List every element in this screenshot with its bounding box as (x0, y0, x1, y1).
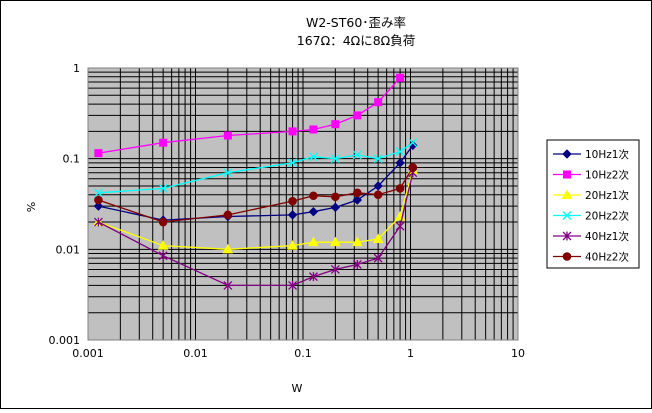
x-tick-label: 0.01 (183, 347, 208, 360)
triangle-marker (351, 236, 363, 247)
triangle-marker (222, 243, 234, 254)
diamond-marker (373, 181, 383, 191)
y-axis-label: % (25, 202, 38, 212)
circle-marker (223, 210, 233, 220)
circle-marker (373, 190, 383, 200)
y-tick-label: 0.01 (56, 243, 81, 256)
x-marker (308, 152, 318, 162)
diamond-marker (308, 207, 319, 217)
circle-marker (94, 195, 103, 205)
circle-marker (395, 184, 405, 193)
star-marker (308, 272, 318, 282)
circle-marker (562, 252, 572, 261)
x-marker (352, 150, 362, 160)
x-marker (288, 158, 298, 168)
star-marker (330, 264, 340, 274)
square-marker (374, 98, 383, 107)
star-marker (373, 253, 383, 263)
star-marker (223, 280, 233, 290)
plot-border (87, 67, 519, 341)
series-group (93, 138, 418, 198)
y-tick-label: 0.001 (49, 334, 81, 347)
diamond-marker (352, 195, 363, 205)
diamond-marker (330, 202, 341, 213)
x-marker (158, 183, 168, 193)
triangle-marker (308, 236, 319, 247)
x-marker (330, 154, 340, 164)
legend-label: 20Hz2次 (585, 210, 629, 223)
square-marker (353, 111, 362, 120)
x-tick-label: 0.1 (294, 347, 312, 360)
x-marker (408, 138, 418, 148)
diamond-marker (395, 158, 405, 168)
circle-marker (353, 188, 362, 198)
x-marker (373, 154, 383, 164)
star-marker (395, 221, 405, 231)
grid-lines (87, 67, 519, 341)
triangle-marker (372, 233, 384, 244)
square-marker (159, 138, 168, 147)
y-tick-label: 0.1 (63, 153, 81, 166)
series-line (98, 167, 414, 223)
star-marker (158, 251, 168, 261)
series-group (94, 163, 418, 227)
circle-marker (288, 196, 297, 206)
triangle-marker (157, 240, 169, 250)
chart-subtitle: 167Ω：4Ωに8Ω負荷 (297, 33, 415, 48)
legend: 10Hz1次 10Hz2次 20Hz1次 20Hz2次 40Hz1次 40Hz2次 (546, 139, 640, 269)
legend-label: 20Hz1次 (585, 189, 629, 202)
series-line (98, 142, 414, 194)
square-marker (223, 131, 232, 140)
x-marker (223, 168, 233, 178)
circle-marker (331, 192, 340, 202)
x-axis-label: W (292, 382, 303, 395)
series-group (93, 168, 418, 290)
legend-label: 40Hz2次 (585, 251, 629, 264)
star-marker (562, 231, 572, 241)
x-tick-label: 1 (407, 347, 414, 360)
x-tick-label: 0.001 (72, 347, 104, 360)
circle-marker (408, 163, 418, 172)
triangle-marker (330, 236, 341, 247)
x-marker (395, 147, 405, 156)
diamond-marker (287, 210, 298, 220)
square-marker (94, 149, 103, 158)
legend-label: 10Hz2次 (585, 169, 629, 182)
square-marker (396, 73, 405, 82)
circle-marker (309, 191, 318, 201)
x-tick-label: 10 (511, 347, 525, 360)
series-layer (93, 73, 419, 290)
triangle-marker (287, 240, 298, 250)
circle-marker (158, 217, 168, 227)
square-marker (288, 127, 297, 136)
y-tick-label: 1 (73, 62, 80, 75)
diamond-marker (562, 149, 572, 159)
series-line (98, 172, 414, 287)
star-marker (93, 217, 103, 227)
legend-label: 10Hz1次 (585, 148, 629, 161)
diamond-marker (93, 201, 104, 211)
tick-labels: 0.001 0.01 0.1 1 10 1 0.1 0.01 0.001 (49, 62, 526, 360)
chart-title: W2-ST60･歪み率 (306, 15, 406, 30)
series-line (98, 169, 414, 250)
square-marker (309, 125, 318, 134)
legend-label: 40Hz1次 (585, 230, 629, 243)
x-marker (562, 211, 572, 220)
star-marker (352, 260, 362, 270)
square-marker (563, 170, 571, 179)
triangle-marker (561, 189, 573, 199)
square-marker (331, 120, 340, 129)
star-marker (288, 280, 298, 290)
x-marker (93, 188, 103, 198)
series-group (94, 73, 405, 158)
